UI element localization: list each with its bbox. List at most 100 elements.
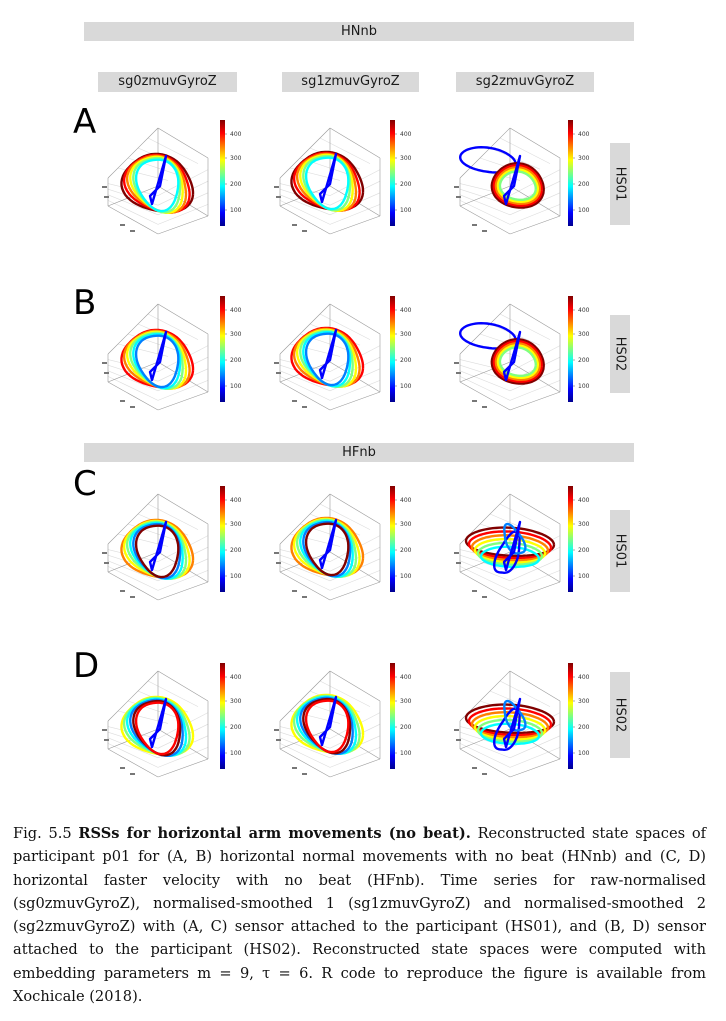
sensor-label-row-a: HS01 [610,143,630,225]
colorbar-tick-label: 400 [400,307,412,314]
axis-ticks [454,362,487,408]
trajectory-loop [134,701,180,756]
group-strip-hnnb: HNnb [84,22,634,41]
trajectory-spike [318,518,338,570]
colorbar: 400 300 200 100 [220,296,242,402]
colorbar-tick-label: 400 [400,131,412,138]
colorbar-tick-label: 200 [578,357,590,364]
colorbar-tick-label: 400 [230,497,242,504]
trajectory-loop [490,338,545,385]
colorbar: 400 300 200 100 [390,486,412,592]
colorbar: 400 300 200 100 [568,120,590,226]
trajectory-spike [318,152,338,204]
colorbar-tick-label: 100 [230,750,242,757]
colorbar-tick-label: 100 [230,207,242,214]
row-label-a: A [73,102,97,142]
trajectory-loop [304,332,350,387]
colorbar: 400 300 200 100 [220,120,242,226]
colorbar: 400 300 200 100 [568,486,590,592]
trajectory-loop [470,534,550,562]
state-space-plot [454,670,561,778]
trajectory-spike [318,328,338,380]
colorbar-tick-label: 300 [400,155,412,162]
colorbar-tick-label: 100 [400,573,412,580]
trajectory-loop [496,168,539,203]
state-space-plot [102,493,209,601]
sensor-label-row-b: HS02 [610,315,630,393]
trajectory-loop [490,162,545,209]
colorbar-tick-label: 400 [400,497,412,504]
colorbar-tick-label: 100 [230,573,242,580]
colorbar-tick-label: 300 [578,155,590,162]
trajectory-loop [473,537,547,564]
trajectory-loop [498,170,537,201]
trajectory-loop [464,703,556,735]
trajectory-spike [502,330,522,382]
column-header-sg1: sg1zmuvGyroZ [282,72,419,92]
colorbar-tick-label: 200 [578,724,590,731]
colorbar-tick-label: 100 [400,383,412,390]
colorbar: 400 300 200 100 [568,296,590,402]
colorbar-tick-label: 400 [230,131,242,138]
state-space-plot [454,127,561,235]
colorbar: 400 300 200 100 [390,663,412,769]
colorbar-tick-label: 300 [230,331,242,338]
trajectory-spike [148,697,168,749]
plot-box [459,303,561,411]
trajectory-loop [467,707,553,737]
colorbar-tick-label: 300 [578,698,590,705]
group-strip-hfnb: HFnb [84,443,634,462]
colorbar-tick-label: 300 [230,698,242,705]
colorbar-tick-label: 200 [230,724,242,731]
trajectory-loop [494,166,541,205]
plot-box [459,127,561,235]
axis-ticks [274,729,307,775]
trajectory-spike [502,520,522,572]
column-header-sg2: sg2zmuvGyroZ [456,72,594,92]
plot-box [279,303,381,411]
colorbar-tick-label: 100 [400,750,412,757]
trajectory-loop [476,541,544,566]
colorbar-tick-label: 200 [400,547,412,554]
colorbar-tick-label: 200 [578,181,590,188]
caption-fig-label: Fig. 5.5 [13,825,72,842]
row-label-b: B [73,283,97,323]
state-space-plot [274,127,381,235]
caption-text: Reconstructed state spaces of participan… [13,825,707,1006]
colorbar: 400 300 200 100 [220,486,242,592]
state-space-plot [274,493,381,601]
colorbar-tick-label: 300 [230,521,242,528]
row-label-d: D [73,646,100,686]
sensor-label-row-c: HS01 [610,510,630,592]
state-space-plot [274,670,381,778]
colorbar-tick-label: 400 [230,307,242,314]
trajectory-loop [304,699,350,754]
axis-ticks [454,552,487,598]
colorbar-tick-label: 100 [578,383,590,390]
state-space-plot [102,127,209,235]
colorbar-tick-label: 400 [400,674,412,681]
trajectory-spike [148,520,168,572]
figure-caption: Fig. 5.5 RSSs for horizontal arm movemen… [13,822,706,1008]
axis-ticks [454,186,487,232]
colorbar-tick-label: 200 [400,724,412,731]
trajectory-loop [470,711,550,739]
colorbar-tick-label: 300 [578,521,590,528]
colorbar: 400 300 200 100 [390,296,412,402]
colorbar-tick-label: 400 [578,307,590,314]
column-header-sg0: sg0zmuvGyroZ [98,72,237,92]
colorbar-tick-label: 300 [400,521,412,528]
trajectory-loop [503,699,527,732]
sensor-label-row-d: HS02 [610,672,630,758]
trajectory-spike [502,154,522,206]
state-space-plot [102,303,209,411]
trajectory-loop [134,334,180,389]
colorbar-tick-label: 100 [230,383,242,390]
colorbar-tick-label: 200 [230,547,242,554]
axis-ticks [102,552,135,598]
trajectory-loop [473,714,547,741]
colorbar-tick-label: 100 [578,207,590,214]
trajectory-loop [467,530,553,560]
colorbar: 400 300 200 100 [568,663,590,769]
colorbar-tick-label: 200 [400,357,412,364]
